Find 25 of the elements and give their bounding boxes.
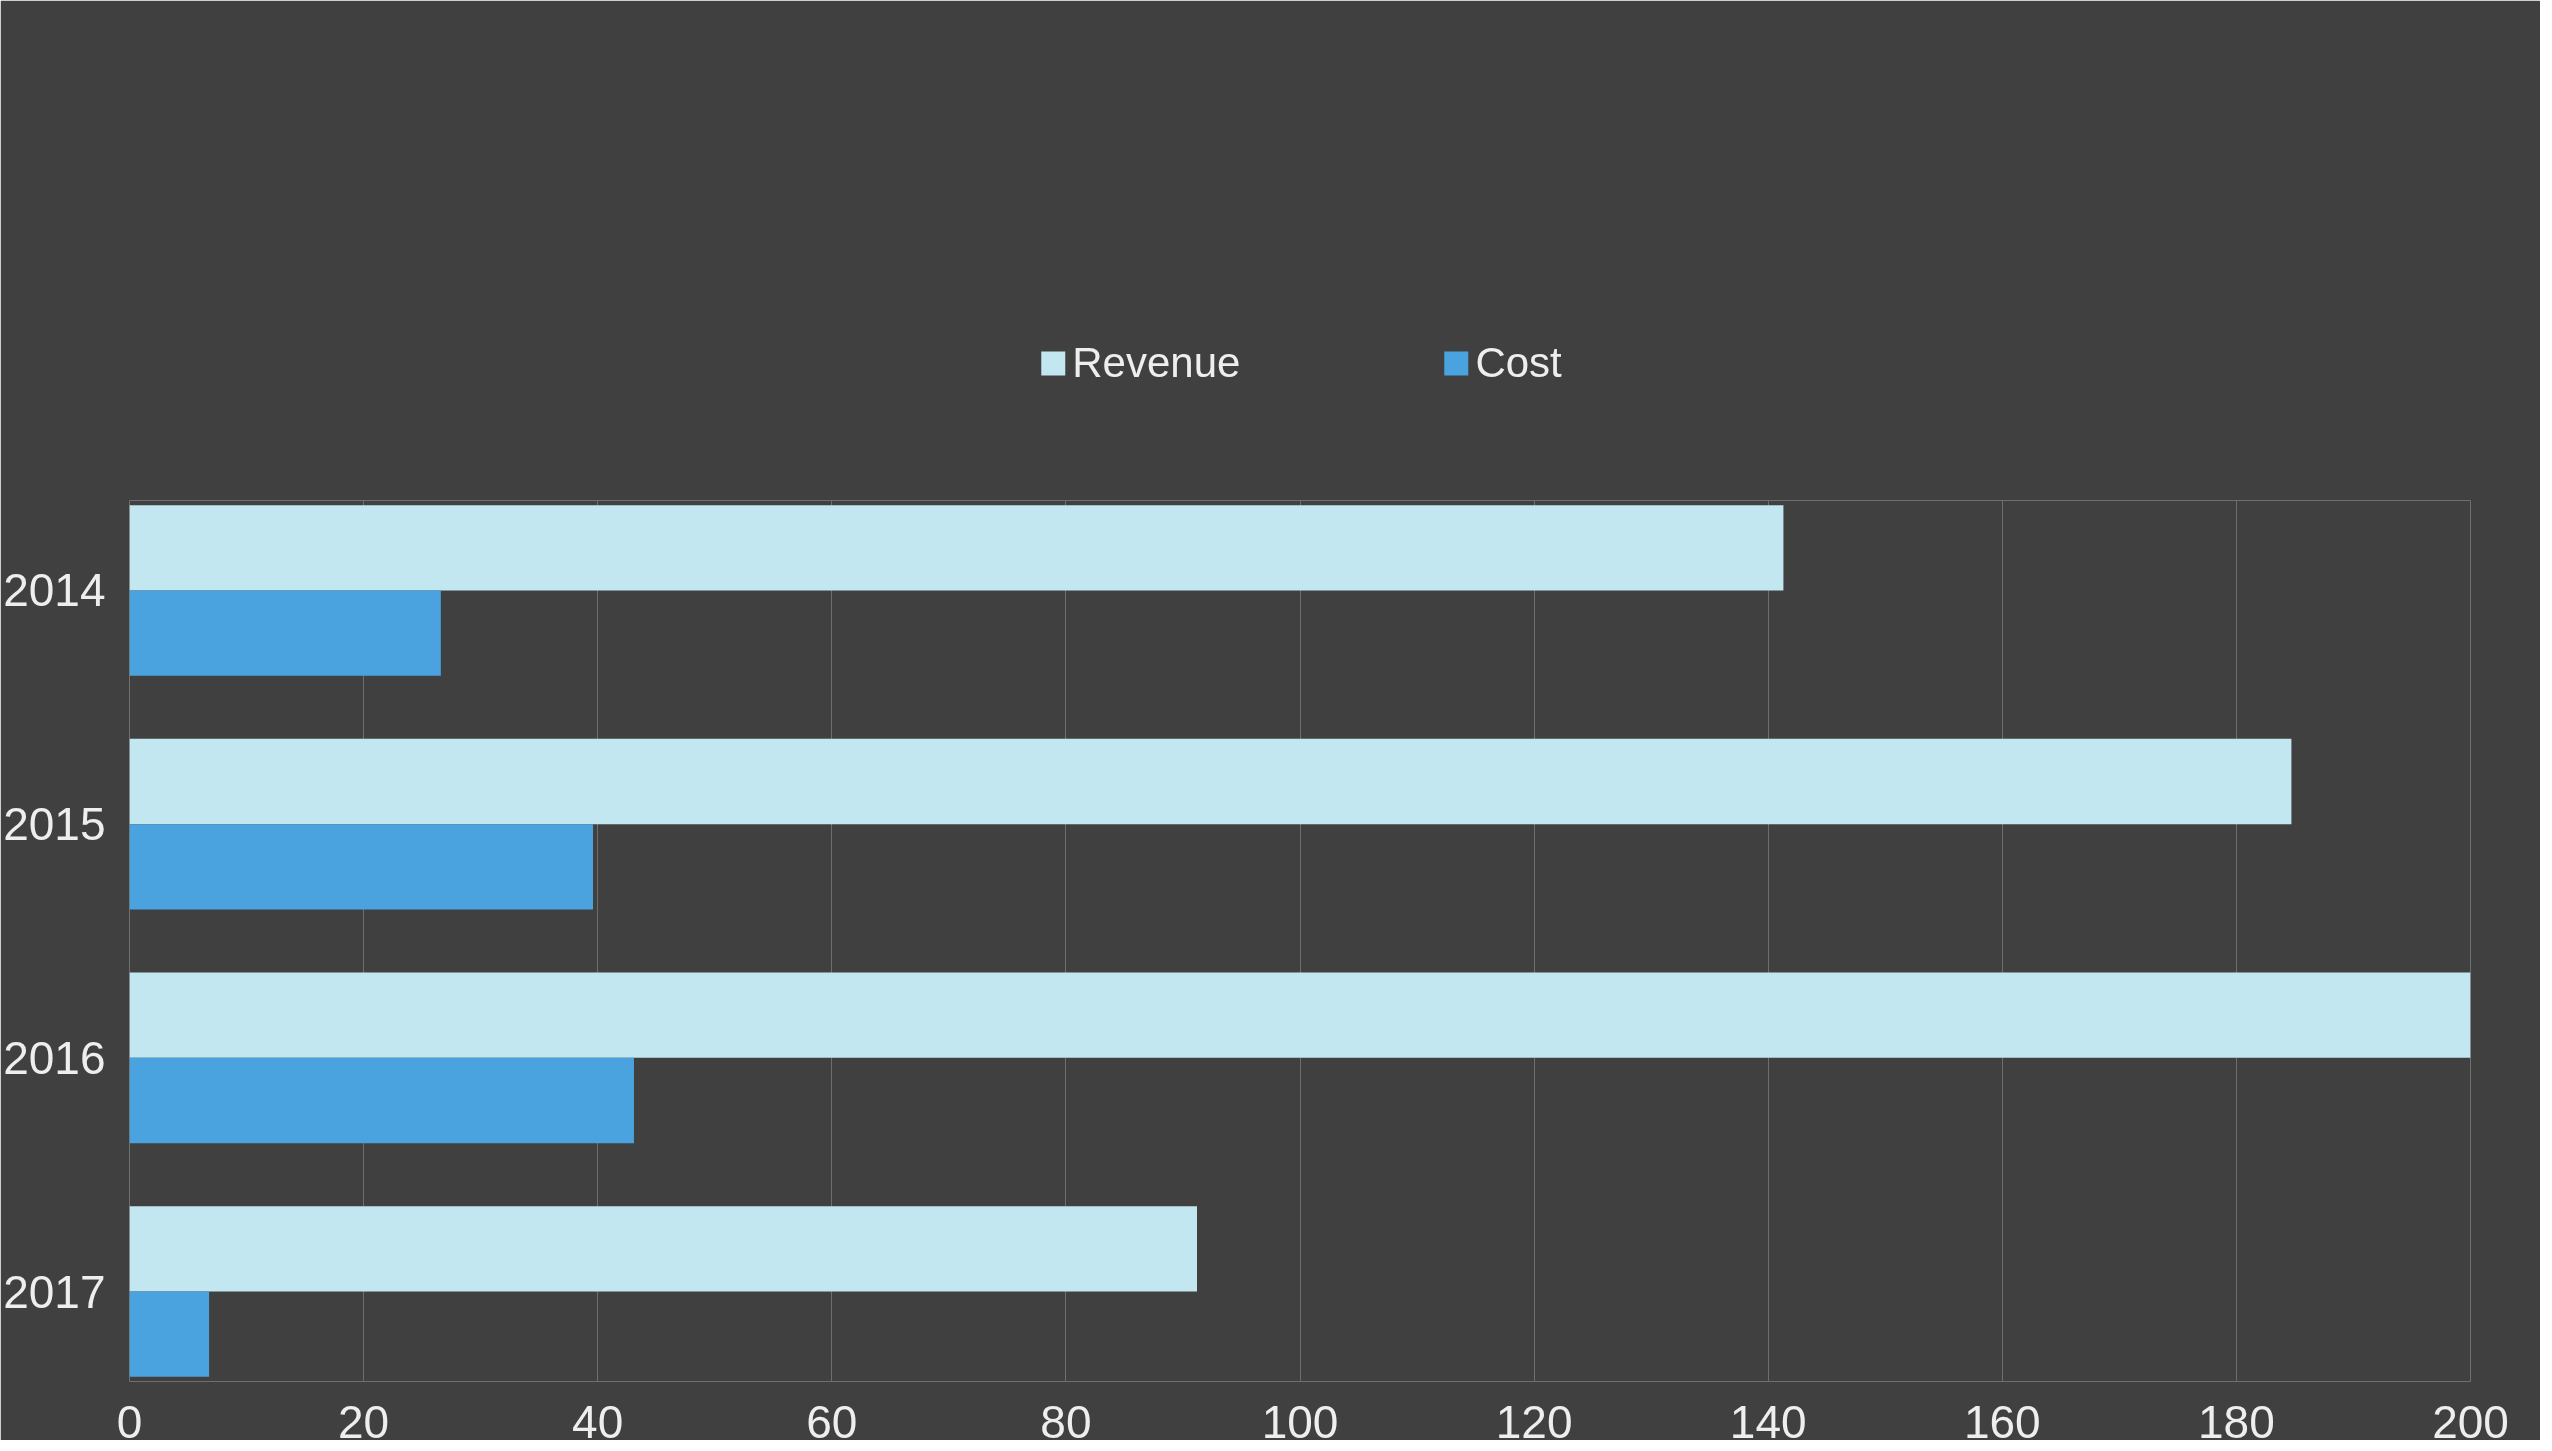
x-tick-label: 120 bbox=[1495, 1395, 1573, 1448]
legend-label: Revenue bbox=[1072, 339, 1241, 387]
y-tick-label: 2014 bbox=[3, 564, 106, 617]
bar bbox=[129, 505, 1784, 591]
x-tick-label: 80 bbox=[1040, 1395, 1092, 1448]
x-tick-label: 0 bbox=[116, 1395, 143, 1448]
x-tick-label: 200 bbox=[2432, 1395, 2509, 1448]
bar bbox=[129, 1206, 1197, 1292]
y-tick-label: 2016 bbox=[3, 1031, 106, 1084]
x-tick-label: 140 bbox=[1729, 1395, 1807, 1448]
bar bbox=[129, 972, 2471, 1058]
x-tick-label: 160 bbox=[1963, 1395, 2041, 1448]
y-tick-label: 2015 bbox=[3, 798, 106, 851]
bar bbox=[129, 738, 2292, 825]
legend-label: Cost bbox=[1475, 339, 1562, 387]
y-tick-label: 2017 bbox=[3, 1265, 106, 1318]
bar bbox=[129, 1291, 210, 1377]
x-tick-label: 20 bbox=[338, 1395, 390, 1448]
x-tick-label: 100 bbox=[1261, 1395, 1339, 1448]
bar bbox=[129, 824, 594, 910]
bar bbox=[129, 590, 441, 676]
x-tick-label: 40 bbox=[572, 1395, 624, 1448]
bar bbox=[129, 1057, 634, 1144]
x-tick-label: 180 bbox=[2198, 1395, 2275, 1448]
x-tick-label: 60 bbox=[806, 1395, 858, 1448]
